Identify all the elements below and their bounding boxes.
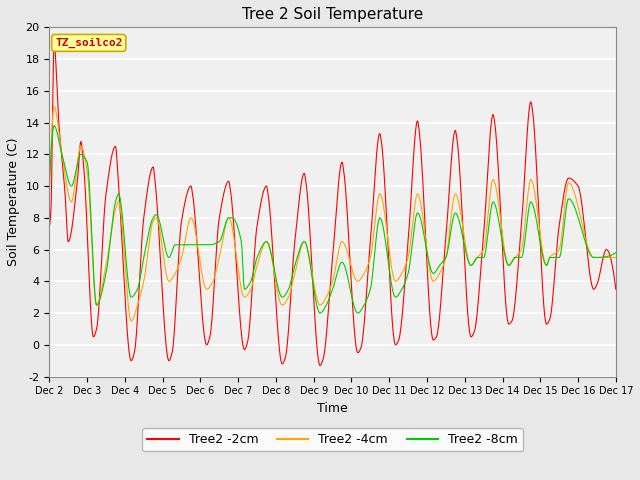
Y-axis label: Soil Temperature (C): Soil Temperature (C) (7, 138, 20, 266)
Title: Tree 2 Soil Temperature: Tree 2 Soil Temperature (242, 7, 423, 22)
X-axis label: Time: Time (317, 402, 348, 415)
Legend: Tree2 -2cm, Tree2 -4cm, Tree2 -8cm: Tree2 -2cm, Tree2 -4cm, Tree2 -8cm (143, 428, 523, 451)
Text: TZ_soilco2: TZ_soilco2 (55, 38, 122, 48)
